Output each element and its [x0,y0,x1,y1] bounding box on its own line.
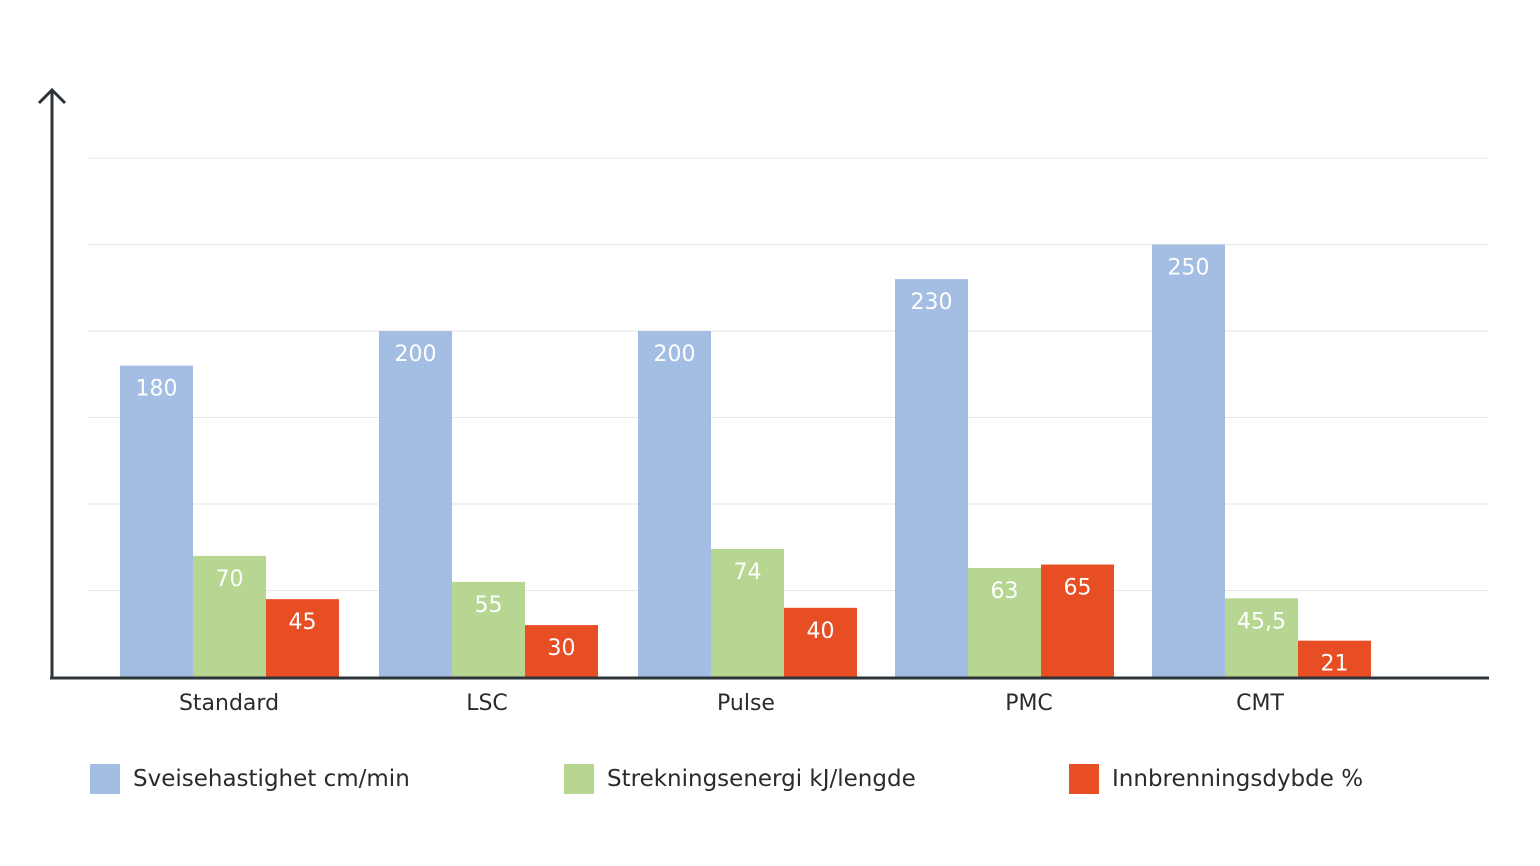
bar-value-labels: 180 70 45 200 55 30 200 74 40 230 63 65 250 45,5 21 [136,256,1349,677]
legend-label: Innbrenningsdybde % [1112,766,1364,792]
bar-strekningsenergi-lsc [452,581,525,677]
bar-innbrenningsdybde-cmt [1298,640,1371,677]
bar-sveisehastighet-pulse [638,331,711,677]
bar-value-label: 65 [1064,576,1092,601]
legend-item-innbrenningsdybde: Innbrenningsdybde % [1069,764,1363,794]
bar-value-label: 63 [991,579,1019,604]
legend-item-strekningsenergi: Strekningsenergi kJ/lengde [564,764,916,794]
category-label-pulse: Pulse [717,691,775,716]
bar-innbrenningsdybde-pulse [784,607,857,677]
legend: Sveisehastighet cm/min Strekningsenergi … [0,764,1540,798]
bar-innbrenningsdybde-standard [266,599,339,677]
bar-value-label: 45,5 [1237,609,1286,634]
bar-value-label: 45 [289,610,317,635]
bar-value-label: 40 [807,619,835,644]
legend-swatch [90,764,120,794]
legend-label: Strekningsenergi kJ/lengde [607,766,916,792]
bars [120,244,1371,677]
bar-value-label: 55 [475,593,503,618]
axes [37,87,1489,680]
bar-value-label: 180 [136,377,178,402]
category-label-standard: Standard [179,691,279,716]
legend-label: Sveisehastighet cm/min [133,766,410,792]
gridlines [88,157,1488,591]
bar-value-label: 70 [216,567,244,592]
legend-item-sveisehastighet: Sveisehastighet cm/min [90,764,410,794]
bar-strekningsenergi-pulse [711,548,784,677]
bar-value-label: 250 [1168,256,1210,281]
bar-value-label: 200 [654,342,696,367]
y-axis-arrow-icon [37,87,67,105]
legend-swatch [564,764,594,794]
bar-strekningsenergi-standard [193,555,266,677]
bar-sveisehastighet-standard [120,365,193,677]
bar-strekningsenergi-cmt [1225,598,1298,677]
category-label-pmc: PMC [1005,691,1053,716]
category-label-cmt: CMT [1236,691,1284,716]
bar-value-label: 74 [734,560,762,585]
bar-innbrenningsdybde-pmc [1041,564,1114,677]
bar-strekningsenergi-pmc [968,568,1041,677]
bar-value-label: 30 [548,636,576,661]
category-label-lsc: LSC [466,691,508,716]
bar-value-label: 200 [395,342,437,367]
bar-sveisehastighet-cmt [1152,244,1225,677]
bar-innbrenningsdybde-lsc [525,625,598,677]
category-labels: Standard LSC Pulse PMC CMT [179,691,1284,716]
bar-value-label: 230 [911,290,953,315]
bar-value-label: 21 [1321,652,1349,677]
bar-sveisehastighet-lsc [379,331,452,677]
legend-swatch [1069,764,1099,794]
bar-sveisehastighet-pmc [895,279,968,677]
